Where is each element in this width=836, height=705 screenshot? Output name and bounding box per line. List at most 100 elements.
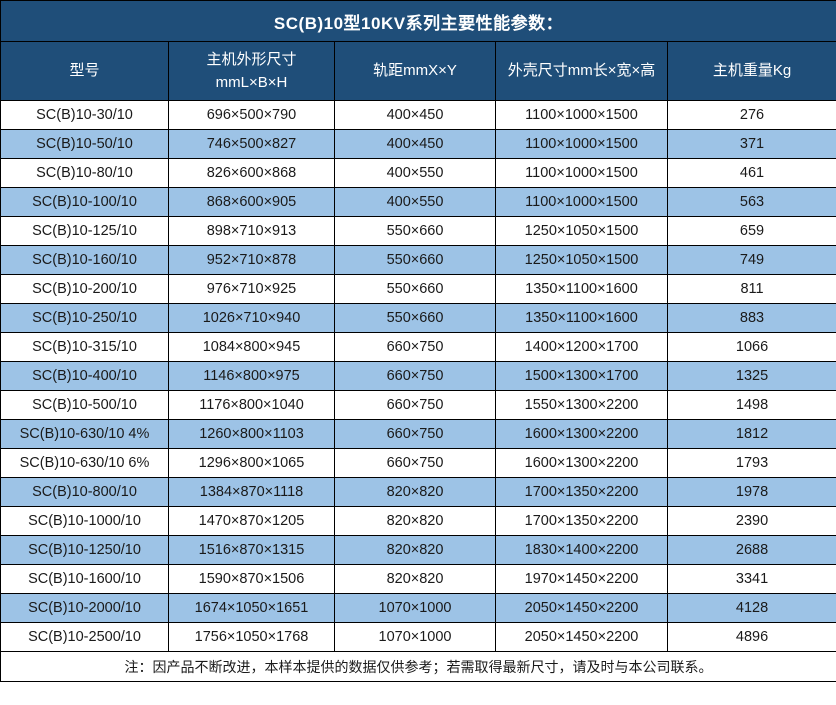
table-cell: 1066 (666, 332, 836, 362)
table-row: SC(B)10-160/10 952×710×878 550×660 1250×105… (0, 245, 836, 275)
table-cell: 1260×800×1103 (168, 419, 335, 449)
table-head: SC(B)10型10KV系列主要性能参数： 型号 主机外形尺寸 mmL×B×H 轨距… (0, 0, 836, 101)
table-row: SC(B)10-500/10 1176×800×1040 660×750 1550×1… (0, 390, 836, 420)
table-cell: 550×660 (334, 274, 496, 304)
table-row: SC(B)10-100/10 868×600×905 400×550 1100×100… (0, 187, 836, 217)
model-cell: SC(B)10-80/10 (0, 158, 169, 188)
table-row: SC(B)10-630/10 4% 1260×800×1103 660×750 160… (0, 419, 836, 449)
table-row: SC(B)10-30/10 696×500×790 400×450 1100×1000… (0, 100, 836, 130)
table-cell: 660×750 (334, 419, 496, 449)
title-row: SC(B)10型10KV系列主要性能参数： (0, 0, 836, 42)
table-cell: 550×660 (334, 216, 496, 246)
table-cell: 811 (666, 274, 836, 304)
table-cell: 1970×1450×2200 (495, 564, 668, 594)
table-row: SC(B)10-250/10 1026×710×940 550×660 1350×11… (0, 303, 836, 333)
footnote: 注：因产品不断改进，本样本提供的数据仅供参考；若需取得最新尺寸，请及时与本公司联… (0, 651, 836, 682)
table-cell: 1350×1100×1600 (495, 274, 668, 304)
spec-table: SC(B)10型10KV系列主要性能参数： 型号 主机外形尺寸 mmL×B×H 轨距… (0, 0, 836, 682)
table-cell: 1700×1350×2200 (495, 506, 668, 536)
model-cell: SC(B)10-1600/10 (0, 564, 169, 594)
table-cell: 976×710×925 (168, 274, 335, 304)
table-body: SC(B)10-30/10 696×500×790 400×450 1100×1000… (0, 100, 836, 652)
table-cell: 1070×1000 (334, 622, 496, 652)
model-cell: SC(B)10-2500/10 (0, 622, 169, 652)
model-cell: SC(B)10-400/10 (0, 361, 169, 391)
table-cell: 2688 (666, 535, 836, 565)
table-cell: 1470×870×1205 (168, 506, 335, 536)
table-cell: 2050×1450×2200 (495, 622, 668, 652)
model-cell: SC(B)10-1000/10 (0, 506, 169, 536)
table-cell: 4128 (666, 593, 836, 623)
table-cell: 1590×870×1506 (168, 564, 335, 594)
table-row: SC(B)10-1000/10 1470×870×1205 820×820 1700×… (0, 506, 836, 536)
model-cell: SC(B)10-630/10 4% (0, 419, 169, 449)
table-row: SC(B)10-80/10 826×600×868 400×550 1100×1000… (0, 158, 836, 188)
model-cell: SC(B)10-1250/10 (0, 535, 169, 565)
table-cell: 1756×1050×1768 (168, 622, 335, 652)
table-cell: 400×550 (334, 158, 496, 188)
note-row: 注：因产品不断改进，本样本提供的数据仅供参考；若需取得最新尺寸，请及时与本公司联… (0, 651, 836, 682)
table-cell: 276 (666, 100, 836, 130)
table-cell: 820×820 (334, 535, 496, 565)
table-cell: 1325 (666, 361, 836, 391)
model-cell: SC(B)10-200/10 (0, 274, 169, 304)
table-cell: 550×660 (334, 245, 496, 275)
table-cell: 400×450 (334, 100, 496, 130)
table-row: SC(B)10-630/10 6% 1296×800×1065 660×750 160… (0, 448, 836, 478)
table-cell: 1700×1350×2200 (495, 477, 668, 507)
table-cell: 749 (666, 245, 836, 275)
table-cell: 1070×1000 (334, 593, 496, 623)
model-cell: SC(B)10-100/10 (0, 187, 169, 217)
table-cell: 898×710×913 (168, 216, 335, 246)
table-cell: 1100×1000×1500 (495, 187, 668, 217)
model-cell: SC(B)10-125/10 (0, 216, 169, 246)
table-cell: 820×820 (334, 477, 496, 507)
table-cell: 400×550 (334, 187, 496, 217)
table-cell: 660×750 (334, 390, 496, 420)
table-cell: 820×820 (334, 564, 496, 594)
table-cell: 868×600×905 (168, 187, 335, 217)
table-row: SC(B)10-2000/10 1674×1050×1651 1070×1000 20… (0, 593, 836, 623)
table-cell: 1100×1000×1500 (495, 100, 668, 130)
model-cell: SC(B)10-315/10 (0, 332, 169, 362)
table-cell: 1978 (666, 477, 836, 507)
table-cell: 883 (666, 303, 836, 333)
model-cell: SC(B)10-630/10 6% (0, 448, 169, 478)
table-cell: 400×450 (334, 129, 496, 159)
table-row: SC(B)10-2500/10 1756×1050×1768 1070×1000 20… (0, 622, 836, 652)
table-cell: 461 (666, 158, 836, 188)
table-cell: 1176×800×1040 (168, 390, 335, 420)
table-cell: 1500×1300×1700 (495, 361, 668, 391)
table-cell: 2390 (666, 506, 836, 536)
table-row: SC(B)10-1250/10 1516×870×1315 820×820 1830×… (0, 535, 836, 565)
table-row: SC(B)10-400/10 1146×800×975 660×750 1500×13… (0, 361, 836, 391)
table-cell: 820×820 (334, 506, 496, 536)
table-cell: 550×660 (334, 303, 496, 333)
table-row: SC(B)10-125/10 898×710×913 550×660 1250×105… (0, 216, 836, 246)
table-cell: 660×750 (334, 361, 496, 391)
table-title: SC(B)10型10KV系列主要性能参数： (0, 0, 836, 42)
model-cell: SC(B)10-2000/10 (0, 593, 169, 623)
table-cell: 1550×1300×2200 (495, 390, 668, 420)
table-row: SC(B)10-50/10 746×500×827 400×450 1100×1000… (0, 129, 836, 159)
table-row: SC(B)10-315/10 1084×800×945 660×750 1400×12… (0, 332, 836, 362)
table-cell: 659 (666, 216, 836, 246)
table-cell: 4896 (666, 622, 836, 652)
column-header-4: 主机重量Kg (666, 41, 836, 101)
table-cell: 1600×1300×2200 (495, 419, 668, 449)
table-cell: 563 (666, 187, 836, 217)
table-cell: 1498 (666, 390, 836, 420)
table-cell: 1084×800×945 (168, 332, 335, 362)
table-foot: 注：因产品不断改进，本样本提供的数据仅供参考；若需取得最新尺寸，请及时与本公司联… (0, 651, 836, 682)
table-cell: 746×500×827 (168, 129, 335, 159)
model-cell: SC(B)10-500/10 (0, 390, 169, 420)
table-cell: 1674×1050×1651 (168, 593, 335, 623)
model-cell: SC(B)10-160/10 (0, 245, 169, 275)
table-cell: 1100×1000×1500 (495, 158, 668, 188)
table-cell: 1296×800×1065 (168, 448, 335, 478)
table-cell: 1793 (666, 448, 836, 478)
table-cell: 1026×710×940 (168, 303, 335, 333)
table-cell: 1250×1050×1500 (495, 245, 668, 275)
table-row: SC(B)10-1600/10 1590×870×1506 820×820 1970×… (0, 564, 836, 594)
